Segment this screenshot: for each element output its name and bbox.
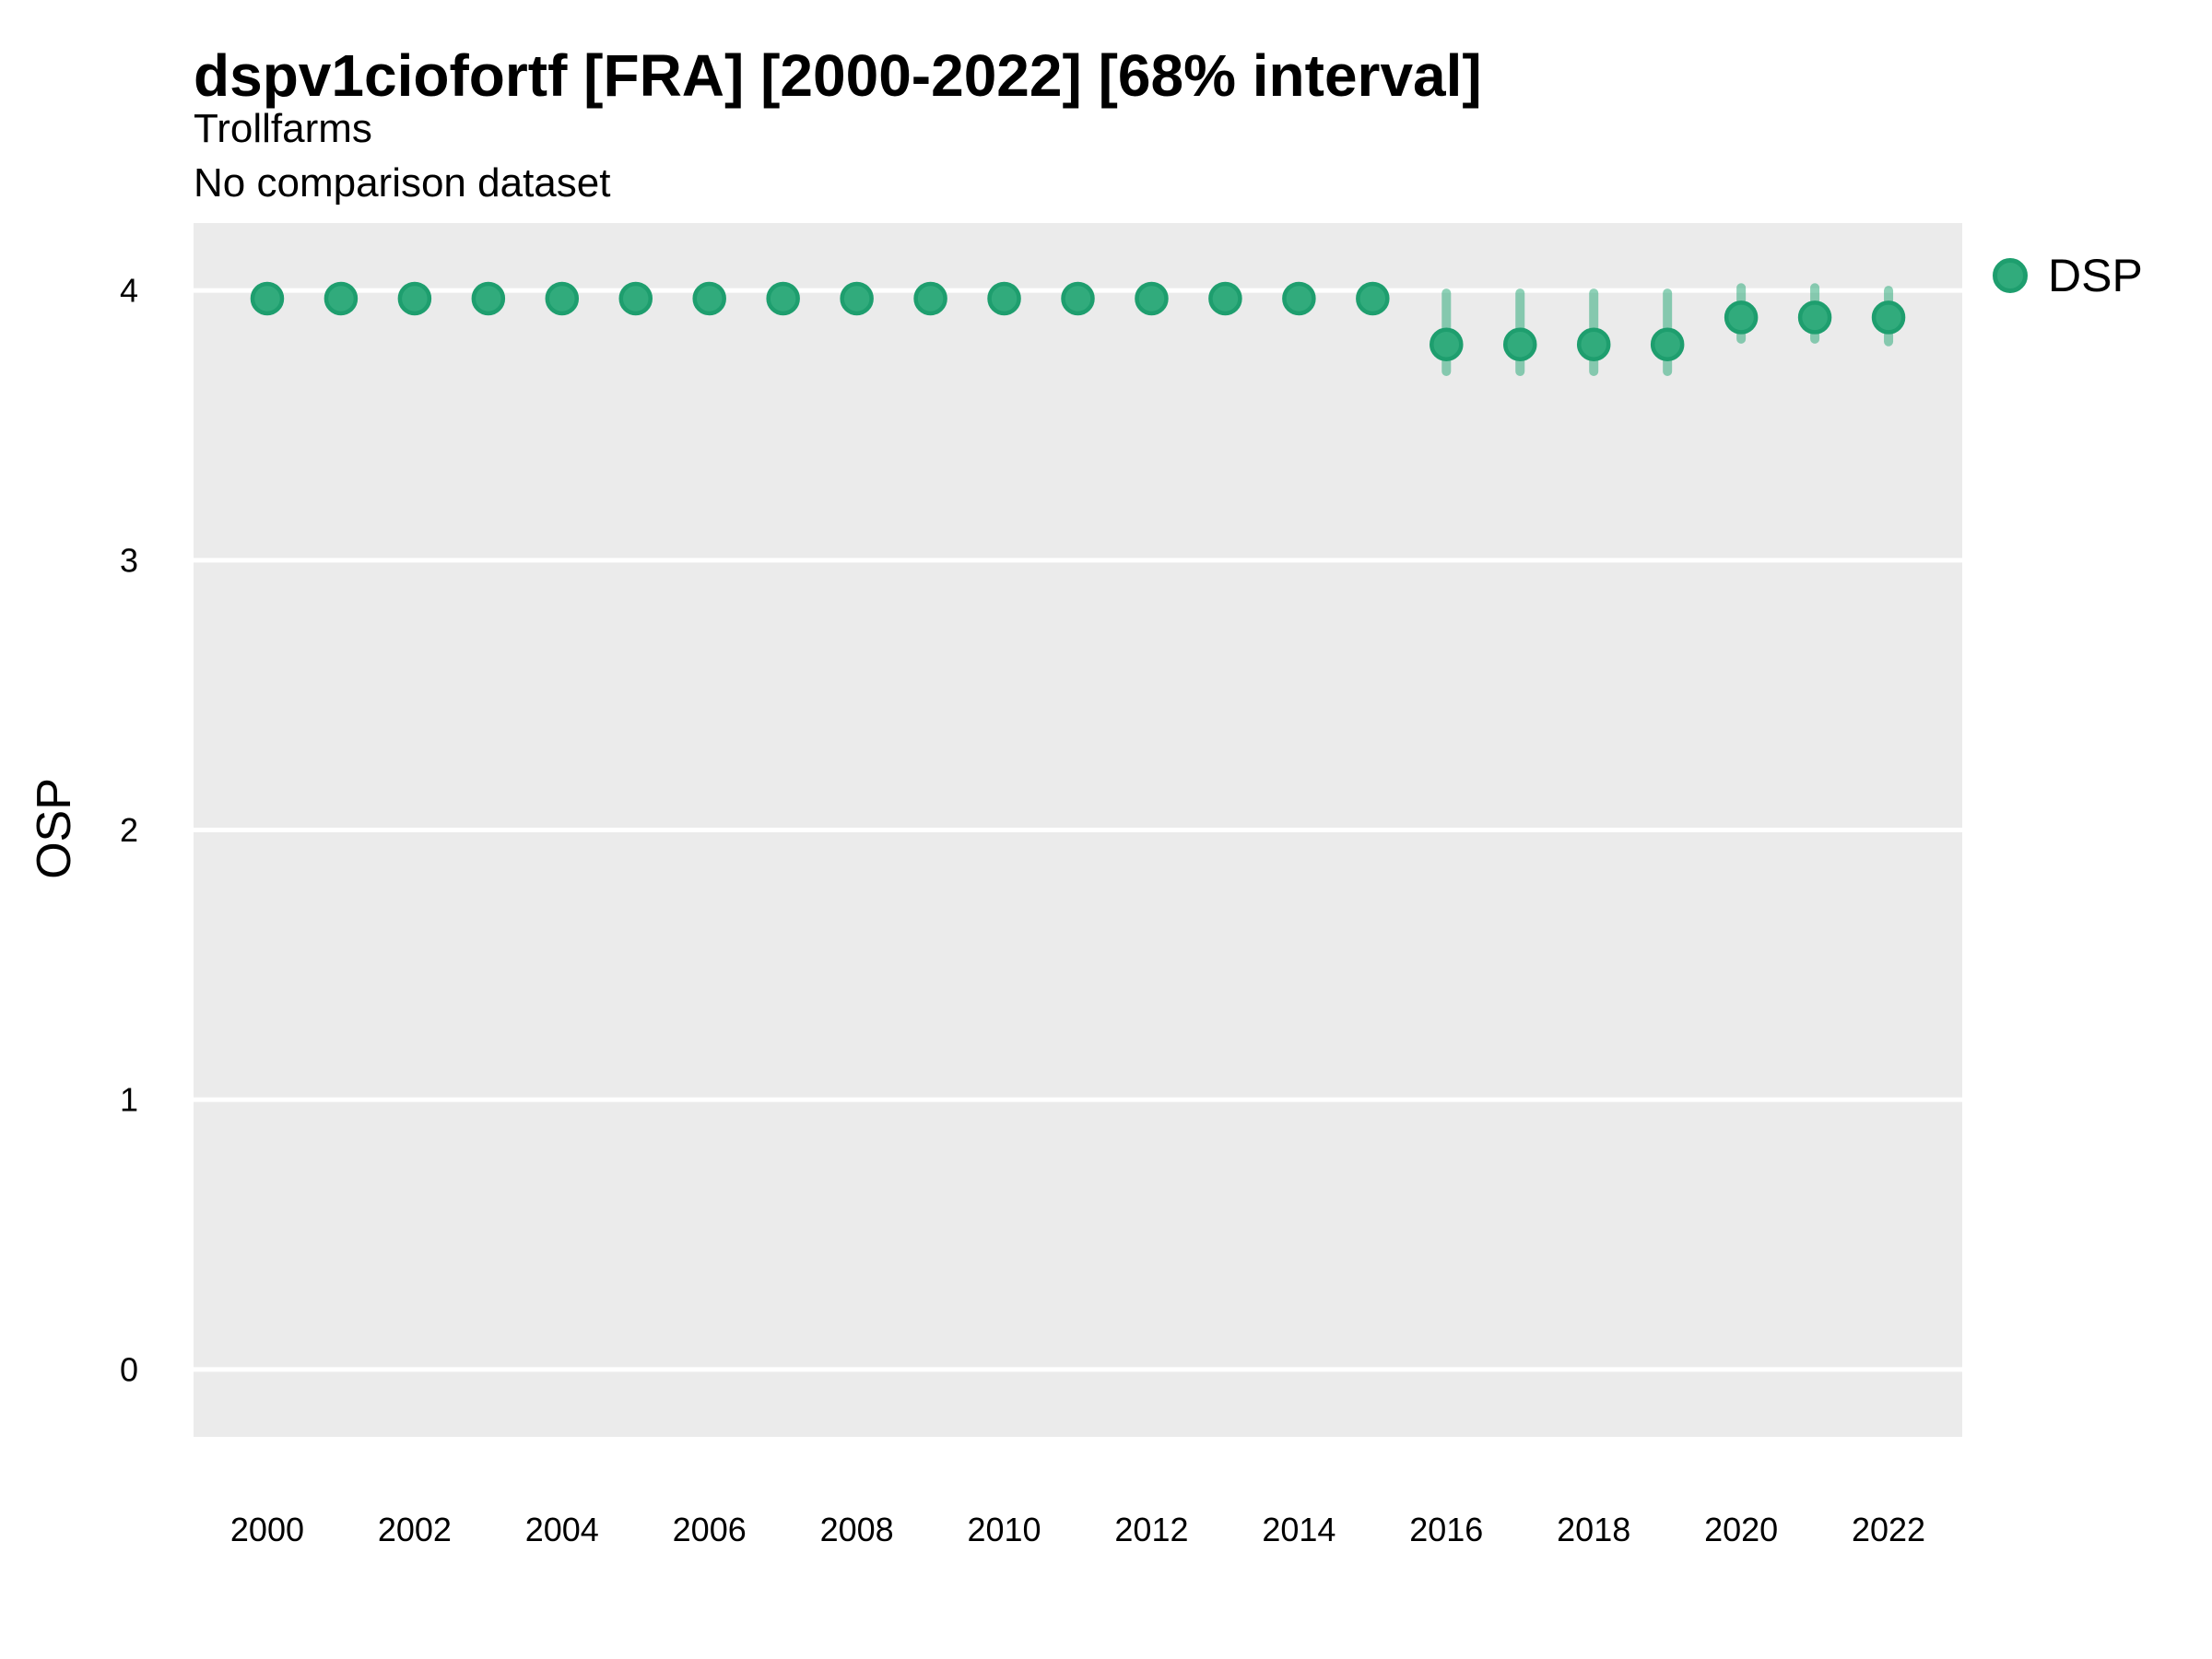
data-point[interactable] [1797,300,1832,335]
data-point[interactable] [913,281,947,316]
x-tick-label: 2016 [1409,1511,1483,1548]
legend-label-dsp: DSP [2048,250,2143,301]
x-tick-label: 2000 [230,1511,304,1548]
x-tick-label: 2022 [1852,1511,1925,1548]
data-point[interactable] [1724,300,1759,335]
y-tick-label: 3 [120,541,138,579]
data-point[interactable] [250,281,285,316]
data-point[interactable] [766,281,800,316]
data-point[interactable] [545,281,580,316]
legend: DSP [1993,250,2143,301]
y-tick-label: 4 [120,272,138,310]
x-tick-label: 2004 [525,1511,599,1548]
y-tick-label: 0 [120,1350,138,1388]
data-point[interactable] [1061,281,1095,316]
data-point[interactable] [618,281,653,316]
data-point[interactable] [397,281,432,316]
data-point[interactable] [1282,281,1316,316]
x-tick-label: 2006 [673,1511,747,1548]
chart-subtitle: Trollfarms [194,106,372,151]
data-point[interactable] [1430,327,1464,361]
chart-title: dspv1ciofortf [FRA] [2000-2022] [68% int… [194,42,1482,109]
data-point[interactable] [1356,281,1390,316]
data-point[interactable] [1576,327,1611,361]
comparison-note: No comparison dataset [194,160,611,206]
data-point[interactable] [1871,300,1906,335]
data-point[interactable] [840,281,874,316]
x-tick-label: 2018 [1557,1511,1630,1548]
x-tick-label: 2002 [378,1511,452,1548]
data-point[interactable] [1650,327,1685,361]
data-point[interactable] [1135,281,1169,316]
y-tick-label: 2 [120,811,138,849]
data-point[interactable] [471,281,506,316]
y-tick-label: 1 [120,1081,138,1119]
data-point[interactable] [987,281,1021,316]
x-tick-label: 2012 [1114,1511,1188,1548]
data-point[interactable] [324,281,359,316]
data-point[interactable] [1503,327,1537,361]
x-tick-label: 2020 [1704,1511,1778,1548]
data-point[interactable] [692,281,726,316]
x-tick-label: 2010 [967,1511,1041,1548]
x-tick-label: 2008 [820,1511,894,1548]
data-point[interactable] [1208,281,1242,316]
x-tick-label: 2014 [1262,1511,1335,1548]
legend-marker-dsp-icon [1993,258,2028,293]
